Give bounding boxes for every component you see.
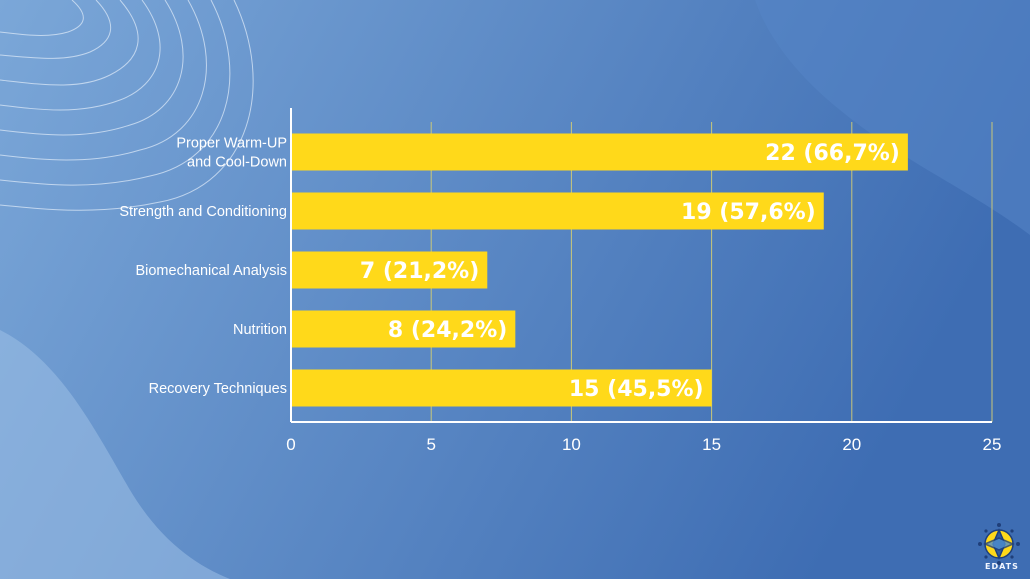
category-label: Proper Warm-UP [176, 136, 287, 152]
x-tick-label: 10 [562, 435, 581, 454]
category-label: Recovery Techniques [149, 381, 287, 397]
contour-lines [0, 0, 254, 211]
data-label: 7 (21,2%) [360, 259, 479, 284]
labels: 0 5 10 15 20 25 22 (66,7%) Proper Warm-UP and Co… [119, 136, 1001, 455]
data-label: 22 (66,7%) [765, 141, 900, 166]
bar [291, 369, 712, 407]
data-label: 15 (45,5%) [569, 377, 704, 402]
bottom-left-blob [0, 330, 230, 579]
x-tick-label: 5 [426, 435, 435, 454]
edats-logo-icon [978, 523, 1020, 565]
bar [291, 133, 908, 171]
x-tick-label: 0 [286, 435, 295, 454]
category-label: Biomechanical Analysis [135, 263, 287, 279]
category-label: Nutrition [233, 322, 287, 338]
bar [291, 310, 516, 348]
bars [291, 133, 908, 407]
x-tick-label: 25 [983, 435, 1002, 454]
category-label: Strength and Conditioning [119, 204, 287, 220]
bar [291, 251, 488, 289]
x-tick-label: 20 [842, 435, 861, 454]
top-right-blob [755, 0, 1030, 235]
x-tick-label: 15 [702, 435, 721, 454]
logo-text: EDATS [985, 562, 1019, 571]
data-label: 8 (24,2%) [388, 318, 507, 343]
data-label: 19 (57,6%) [681, 200, 816, 225]
category-label: and Cool-Down [187, 155, 287, 171]
axes [290, 108, 992, 423]
bar [291, 192, 824, 230]
